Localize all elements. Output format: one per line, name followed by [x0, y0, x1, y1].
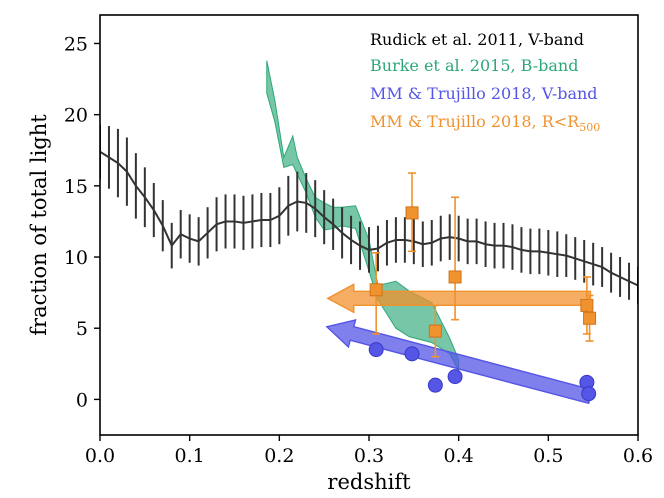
vband-point	[368, 342, 384, 358]
legend-entry-0: Rudick et al. 2011, V-band	[370, 30, 584, 49]
x-tick-label: 0.4	[444, 445, 474, 467]
vband-point	[427, 377, 443, 393]
rcut-arrow	[326, 283, 592, 314]
rcut-point	[583, 311, 597, 325]
rcut-point	[448, 270, 462, 284]
x-tick-label: 0.2	[264, 445, 294, 467]
vband-point	[447, 369, 463, 385]
rcut-point	[580, 298, 594, 312]
axes: 0.0 0.1 0.2 0.3 0.4 0.5 0.6 0 5 10 15 20 25	[64, 14, 653, 467]
legend: Rudick et al. 2011, V-band Burke et al. …	[370, 30, 600, 134]
y-tick-label: 15	[64, 176, 88, 198]
burke-band	[266, 60, 460, 372]
y-tick-label: 0	[76, 389, 88, 411]
x-tick-label: 0.5	[533, 445, 563, 467]
rcut-point	[369, 283, 383, 297]
vband-point	[581, 386, 597, 402]
x-axis-label: redshift	[327, 470, 411, 494]
rcut-point	[428, 324, 442, 338]
vband-arrow	[325, 318, 594, 405]
y-axis-label: fraction of total light	[27, 114, 51, 336]
y-tick-label: 5	[76, 318, 88, 340]
legend-entry-2: MM & Trujillo 2018, V-band	[370, 84, 598, 103]
vband-point	[404, 346, 420, 362]
x-tick-label: 0.6	[623, 445, 653, 467]
legend-entry-3-sub: 500	[579, 121, 600, 134]
legend-entry-1: Burke et al. 2015, B-band	[370, 56, 578, 75]
y-tick-label: 20	[64, 105, 88, 127]
x-tick-label: 0.1	[175, 445, 205, 467]
rudick-line	[100, 150, 638, 287]
rcut-point	[405, 206, 419, 220]
x-tick-label: 0.0	[85, 445, 115, 467]
y-tick-label: 10	[64, 247, 88, 269]
plot-area	[100, 60, 638, 405]
y-tick-label: 25	[64, 33, 88, 55]
x-tick-label: 0.3	[354, 445, 384, 467]
legend-entry-3-main: MM & Trujillo 2018, R<R	[370, 112, 580, 131]
legend-entry-3: MM & Trujillo 2018, R<R500	[370, 112, 600, 134]
